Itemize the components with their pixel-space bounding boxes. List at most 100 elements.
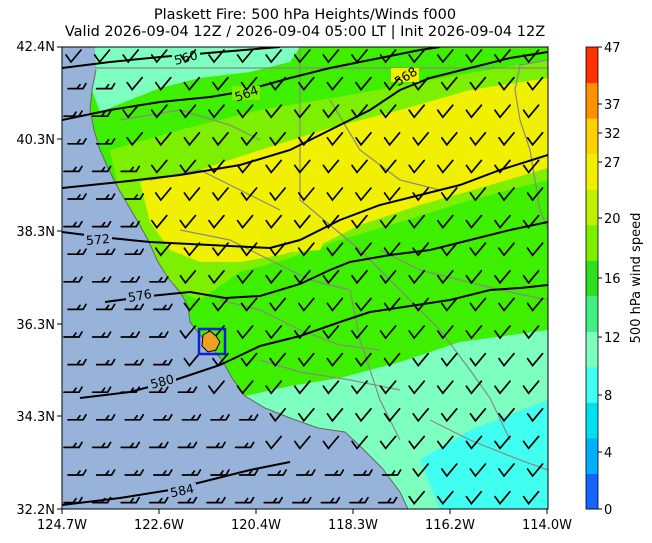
lon-tick-label: 122.6W bbox=[134, 518, 184, 533]
wind-barb bbox=[67, 193, 87, 200]
wind-barb bbox=[154, 131, 172, 147]
wind-barb bbox=[322, 49, 340, 64]
wind-barb bbox=[469, 187, 487, 202]
wind-barb bbox=[67, 303, 87, 311]
wind-barb bbox=[150, 214, 168, 229]
wind-barb bbox=[383, 297, 401, 312]
wind-barb bbox=[236, 159, 254, 174]
wind-barb bbox=[212, 242, 229, 257]
wind-barb bbox=[152, 413, 173, 421]
wind-barb bbox=[408, 269, 426, 285]
wind-barb bbox=[181, 413, 202, 421]
wind-barb bbox=[183, 76, 201, 91]
wind-barb bbox=[494, 49, 511, 64]
wind-barb bbox=[67, 413, 87, 421]
wind-barb bbox=[465, 104, 483, 119]
wind-barb bbox=[183, 242, 201, 257]
lat-tick-label: 32.2N bbox=[16, 503, 55, 518]
wind-barb bbox=[269, 187, 287, 202]
wind-barb bbox=[236, 104, 254, 119]
wind-barb bbox=[93, 49, 111, 64]
wind-barb bbox=[183, 187, 201, 202]
wind-barb bbox=[353, 469, 373, 476]
wind-barb bbox=[436, 269, 454, 285]
wind-barb bbox=[122, 49, 140, 64]
wind-barb bbox=[522, 325, 540, 340]
lon-tick-label: 114.0W bbox=[522, 518, 572, 533]
wind-barb bbox=[408, 104, 426, 119]
wind-barb bbox=[126, 131, 144, 147]
wind-barb bbox=[465, 159, 483, 174]
wind-barb bbox=[293, 104, 311, 119]
wind-barb bbox=[326, 407, 344, 423]
wind-barb bbox=[148, 275, 169, 283]
wind-barb bbox=[269, 131, 287, 147]
wind-barb bbox=[408, 159, 426, 174]
wind-barb bbox=[240, 76, 258, 91]
wind-barb bbox=[326, 131, 344, 147]
lat-tick-label: 40.3N bbox=[16, 133, 55, 148]
wind-barb bbox=[383, 76, 401, 91]
wind-barb bbox=[91, 496, 112, 504]
lon-tick-label: 116.2W bbox=[425, 518, 475, 533]
colorbar-swatch bbox=[586, 366, 598, 403]
contour-label-584: 584 bbox=[169, 481, 196, 501]
contour-572 bbox=[62, 154, 548, 250]
wind-barb bbox=[293, 49, 311, 64]
wind-barb bbox=[297, 407, 315, 423]
wind-barb bbox=[469, 407, 487, 423]
wind-barb bbox=[326, 242, 344, 257]
wind-barb bbox=[408, 380, 426, 395]
wind-barb bbox=[408, 490, 426, 505]
wind-barb bbox=[212, 131, 229, 147]
wind-barb bbox=[120, 220, 141, 228]
wind-barb bbox=[295, 469, 316, 476]
wind-barb bbox=[120, 165, 141, 173]
lat-tick-label: 36.3N bbox=[16, 318, 55, 333]
wind-barb bbox=[263, 496, 284, 504]
wind-barb bbox=[381, 469, 402, 476]
wind-barb bbox=[465, 325, 483, 340]
wind-barb bbox=[494, 435, 511, 450]
fire-box bbox=[197, 327, 227, 356]
wind-barb bbox=[494, 159, 511, 174]
colorbar-swatch bbox=[586, 260, 598, 297]
wind-barb bbox=[124, 358, 145, 366]
wind-barb bbox=[440, 242, 458, 257]
wind-barb bbox=[120, 496, 141, 504]
lat-tick-label: 42.4N bbox=[16, 40, 55, 55]
colorbar-tick-label: 47 bbox=[604, 41, 621, 56]
contour-label-572: 572 bbox=[85, 231, 110, 248]
wind-barb bbox=[522, 490, 540, 505]
wind-barb bbox=[379, 435, 397, 450]
wind-barb bbox=[326, 76, 344, 91]
wind-barb bbox=[95, 358, 116, 366]
map-panel: 560 564 568 572 576 580 584 bbox=[62, 47, 548, 509]
wind-barb bbox=[379, 159, 397, 174]
wind-barb bbox=[436, 159, 454, 174]
wind-barb bbox=[63, 441, 83, 449]
wind-barb bbox=[351, 325, 368, 340]
wind-barb bbox=[63, 386, 83, 394]
wind-barb bbox=[355, 352, 372, 367]
colorbar-swatch bbox=[586, 331, 598, 368]
wind-barb bbox=[355, 407, 372, 423]
wind-barb bbox=[148, 441, 169, 449]
wind-barb bbox=[265, 435, 283, 450]
wind-barb bbox=[465, 269, 483, 285]
wind-barb bbox=[265, 49, 283, 64]
wind-zone-cyan bbox=[420, 400, 548, 509]
wind-barb bbox=[412, 463, 430, 478]
wind-barb bbox=[265, 325, 283, 340]
lon-tick-label: 124.7W bbox=[37, 518, 87, 533]
lat-axis: 42.4N 40.3N 38.3N 36.3N 34.3N 32.2N bbox=[16, 40, 62, 518]
wind-barb bbox=[297, 187, 315, 202]
wind-barb bbox=[122, 104, 140, 119]
wind-barb bbox=[177, 386, 198, 394]
wind-barb bbox=[95, 82, 116, 90]
wind-barb bbox=[150, 49, 168, 64]
wind-barb bbox=[408, 435, 426, 450]
fire-marker bbox=[197, 327, 227, 356]
colorbar-tick-label: 4 bbox=[604, 446, 612, 461]
wind-barb bbox=[322, 380, 340, 395]
